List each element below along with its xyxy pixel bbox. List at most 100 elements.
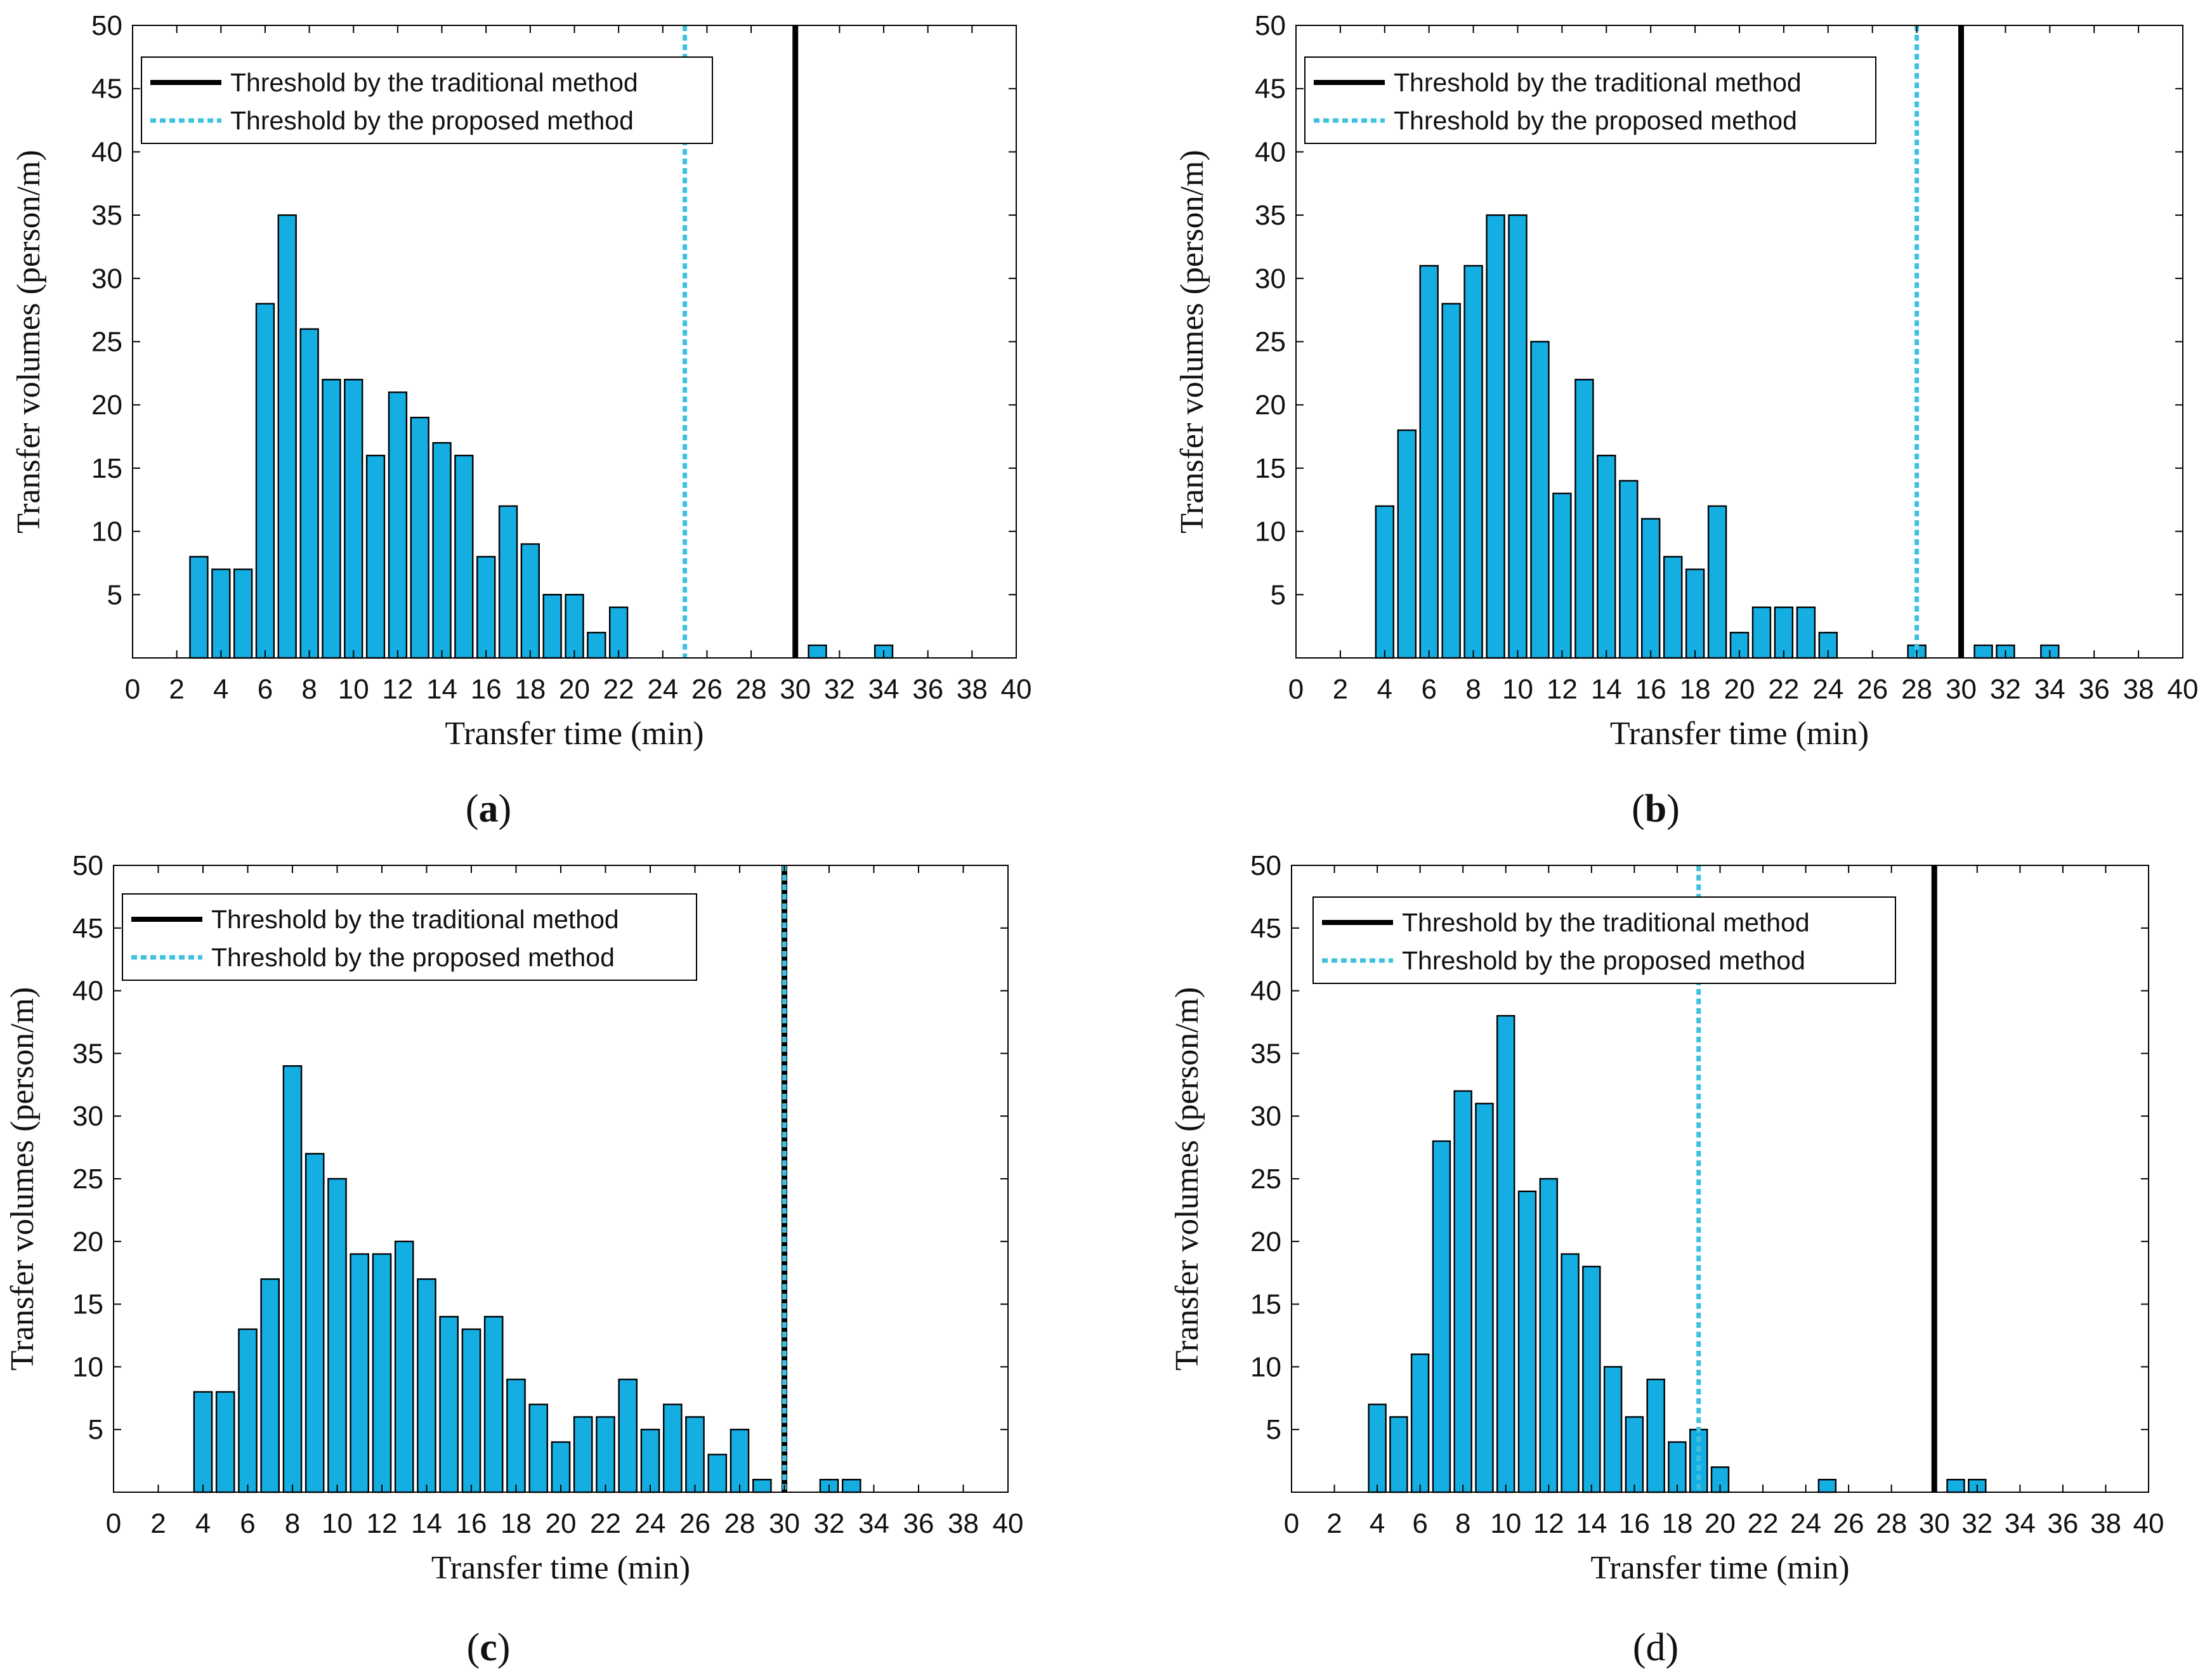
bar <box>1475 1103 1494 1493</box>
y-tick-label: 20 <box>1255 390 1286 421</box>
caption-open-paren: ( <box>467 1626 480 1669</box>
caption-close-paren: ) <box>1666 787 1680 830</box>
legend-proposed-label: Threshold by the proposed method <box>1394 106 1797 135</box>
bar <box>260 1278 280 1493</box>
bar <box>596 1416 615 1493</box>
x-axis-label: Transfer time (min) <box>445 716 704 752</box>
bar <box>277 214 297 659</box>
bar <box>299 328 319 659</box>
bar <box>1973 644 1993 659</box>
x-tick-label: 36 <box>2047 1508 2078 1539</box>
bar <box>1517 1190 1537 1493</box>
y-tick-label: 45 <box>1250 913 1281 944</box>
x-tick-label: 26 <box>679 1508 710 1539</box>
bar <box>215 1391 235 1493</box>
y-tick-label: 50 <box>1255 10 1286 41</box>
bar <box>707 1453 728 1493</box>
caption-close-paren: ) <box>497 1626 511 1669</box>
caption-letter: c <box>480 1626 497 1669</box>
bar <box>350 1253 369 1493</box>
x-tick-label: 4 <box>1370 1508 1385 1539</box>
y-tick-label: 30 <box>1255 263 1286 294</box>
bar <box>344 379 363 659</box>
bar <box>640 1428 660 1493</box>
legend-traditional-label: Threshold by the traditional method <box>211 905 619 934</box>
bar <box>609 607 629 659</box>
panel-caption: (d) <box>1633 1626 1679 1669</box>
y-axis-label: Transfer volumes (person/m) <box>1174 150 1210 534</box>
caption-open-paren: ( <box>1632 787 1645 830</box>
bar <box>1486 214 1505 659</box>
y-tick-label: 15 <box>72 1289 103 1320</box>
bar <box>573 1416 593 1493</box>
bar <box>1796 607 1816 659</box>
y-tick-label: 45 <box>91 74 122 105</box>
bar <box>1368 1403 1387 1493</box>
x-tick-label: 14 <box>1591 674 1622 705</box>
x-tick-label: 34 <box>868 674 900 705</box>
x-tick-label: 38 <box>2123 674 2154 705</box>
x-tick-label: 38 <box>2090 1508 2121 1539</box>
caption-letter: b <box>1645 787 1666 830</box>
y-axis-label: Transfer volumes (person/m) <box>11 150 47 534</box>
x-tick-label: 20 <box>1724 674 1755 705</box>
bar <box>1508 214 1528 659</box>
x-tick-label: 32 <box>1961 1508 1993 1539</box>
y-tick-label: 40 <box>1255 136 1286 167</box>
x-tick-label: 12 <box>367 1508 398 1539</box>
caption-letter: d <box>1646 1626 1666 1669</box>
bar <box>327 1178 347 1493</box>
x-tick-label: 8 <box>285 1508 300 1539</box>
bar <box>454 454 474 659</box>
bar <box>1663 556 1683 659</box>
x-tick-label: 20 <box>559 674 590 705</box>
y-axis-label: Transfer volumes (person/m) <box>1169 987 1205 1371</box>
y-tick-label: 5 <box>1271 579 1286 610</box>
bar <box>1685 568 1705 659</box>
y-tick-label: 20 <box>91 390 122 421</box>
bar <box>1419 265 1439 659</box>
bar <box>1389 1416 1408 1493</box>
x-tick-label: 16 <box>456 1508 487 1539</box>
x-tick-label: 40 <box>993 1508 1024 1539</box>
y-tick-label: 10 <box>91 516 122 548</box>
bar <box>1561 1253 1580 1493</box>
x-tick-label: 4 <box>213 674 228 705</box>
y-tick-label: 25 <box>1250 1164 1281 1195</box>
bar <box>1397 429 1417 659</box>
y-tick-label: 10 <box>1250 1351 1281 1382</box>
x-tick-label: 40 <box>2168 674 2199 705</box>
bar <box>1463 265 1483 659</box>
legend-box <box>141 56 713 144</box>
x-tick-label: 2 <box>1333 674 1348 705</box>
x-tick-label: 32 <box>824 674 855 705</box>
x-tick-label: 18 <box>514 674 546 705</box>
x-tick-label: 14 <box>426 674 457 705</box>
x-tick-label: 10 <box>1502 674 1533 705</box>
y-tick-label: 40 <box>1250 976 1281 1007</box>
y-tick-label: 15 <box>1255 453 1286 484</box>
chart-panel-b: 0 2 4 6 8 10 12 14 16 18 20 22 24 26 28 30 32 34 36 38 40510… <box>1174 10 2198 830</box>
x-tick-label: 2 <box>150 1508 166 1539</box>
y-tick-label: 10 <box>1255 516 1286 548</box>
y-tick-label: 35 <box>1250 1038 1281 1069</box>
bar <box>193 1391 213 1493</box>
y-tick-label: 35 <box>1255 200 1286 231</box>
x-tick-label: 18 <box>501 1508 532 1539</box>
y-tick-label: 30 <box>91 263 122 294</box>
bar <box>528 1403 548 1493</box>
x-tick-label: 28 <box>1876 1508 1907 1539</box>
y-tick-label: 5 <box>1266 1414 1281 1445</box>
y-tick-label: 35 <box>91 200 122 231</box>
bar <box>233 568 253 659</box>
x-tick-label: 36 <box>912 674 943 705</box>
x-tick-label: 18 <box>1661 1508 1692 1539</box>
y-tick-label: 20 <box>72 1226 103 1257</box>
x-tick-label: 26 <box>691 674 723 705</box>
bar <box>1410 1353 1430 1493</box>
bar <box>388 391 408 659</box>
x-tick-label: 12 <box>1533 1508 1564 1539</box>
bar <box>1375 505 1395 659</box>
x-tick-label: 4 <box>195 1508 211 1539</box>
